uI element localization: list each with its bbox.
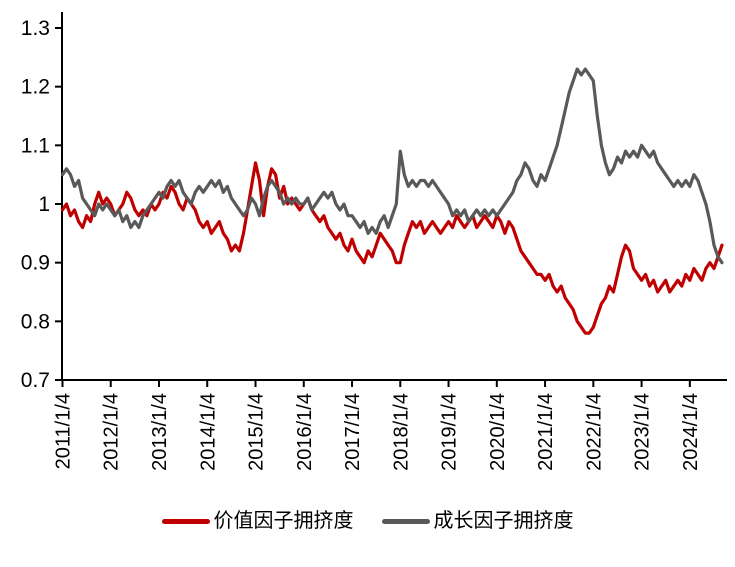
x-tick-label: 2014/1/4 <box>197 393 219 471</box>
x-tick-label: 2022/1/4 <box>583 393 605 471</box>
x-tick-label: 2020/1/4 <box>487 393 509 471</box>
y-tick-label: 1.1 <box>21 134 50 157</box>
axes <box>61 12 727 381</box>
y-tick-label: 1.2 <box>21 76 50 99</box>
x-tick-label: 2023/1/4 <box>632 393 654 471</box>
y-tick-label: 0.8 <box>21 310 50 333</box>
x-tick-label: 2018/1/4 <box>390 393 412 471</box>
growth-factor-crowding-line <box>60 67 724 265</box>
legend-item-growth-factor: 成长因子拥挤度 <box>381 510 574 532</box>
x-tick-label: 2012/1/4 <box>101 393 123 471</box>
y-tick-label: 0.9 <box>21 252 50 275</box>
legend-label-growth-factor: 成长因子拥挤度 <box>433 510 574 532</box>
x-tick-label: 2015/1/4 <box>246 393 268 471</box>
chart-legend: 价值因子拥挤度 成长因子拥挤度 <box>0 511 735 531</box>
y-tick-label: 1 <box>38 193 50 216</box>
x-tick-label: 2019/1/4 <box>439 393 461 471</box>
x-tick-label: 2016/1/4 <box>294 393 316 471</box>
value-factor-line-swatch-icon <box>161 518 210 524</box>
y-axis-ticks: 0.7 0.8 0.9 1 1.1 1.2 1.3 <box>21 17 62 392</box>
x-axis-ticks: 2011/1/4 2012/1/4 2013/1/4 2014/1/4 2015/1/4… <box>52 380 702 471</box>
legend-item-value-factor: 价值因子拥挤度 <box>161 510 354 532</box>
chart-canvas: 0.7 0.8 0.9 1 1.1 1.2 1.3 2011/1/4 2012/1/4 2013/… <box>21 12 727 471</box>
x-tick-label: 2017/1/4 <box>342 393 364 471</box>
x-tick-label: 2021/1/4 <box>535 393 557 471</box>
y-tick-label: 1.3 <box>21 17 50 40</box>
x-tick-label: 2011/1/4 <box>52 393 74 469</box>
x-tick-label: 2024/1/4 <box>680 393 702 471</box>
y-tick-label: 0.7 <box>21 369 50 392</box>
legend-label-value-factor: 价值因子拥挤度 <box>213 510 354 532</box>
x-tick-label: 2013/1/4 <box>149 393 171 471</box>
value-factor-crowding-line <box>60 161 724 335</box>
growth-factor-line-swatch-icon <box>381 518 430 524</box>
